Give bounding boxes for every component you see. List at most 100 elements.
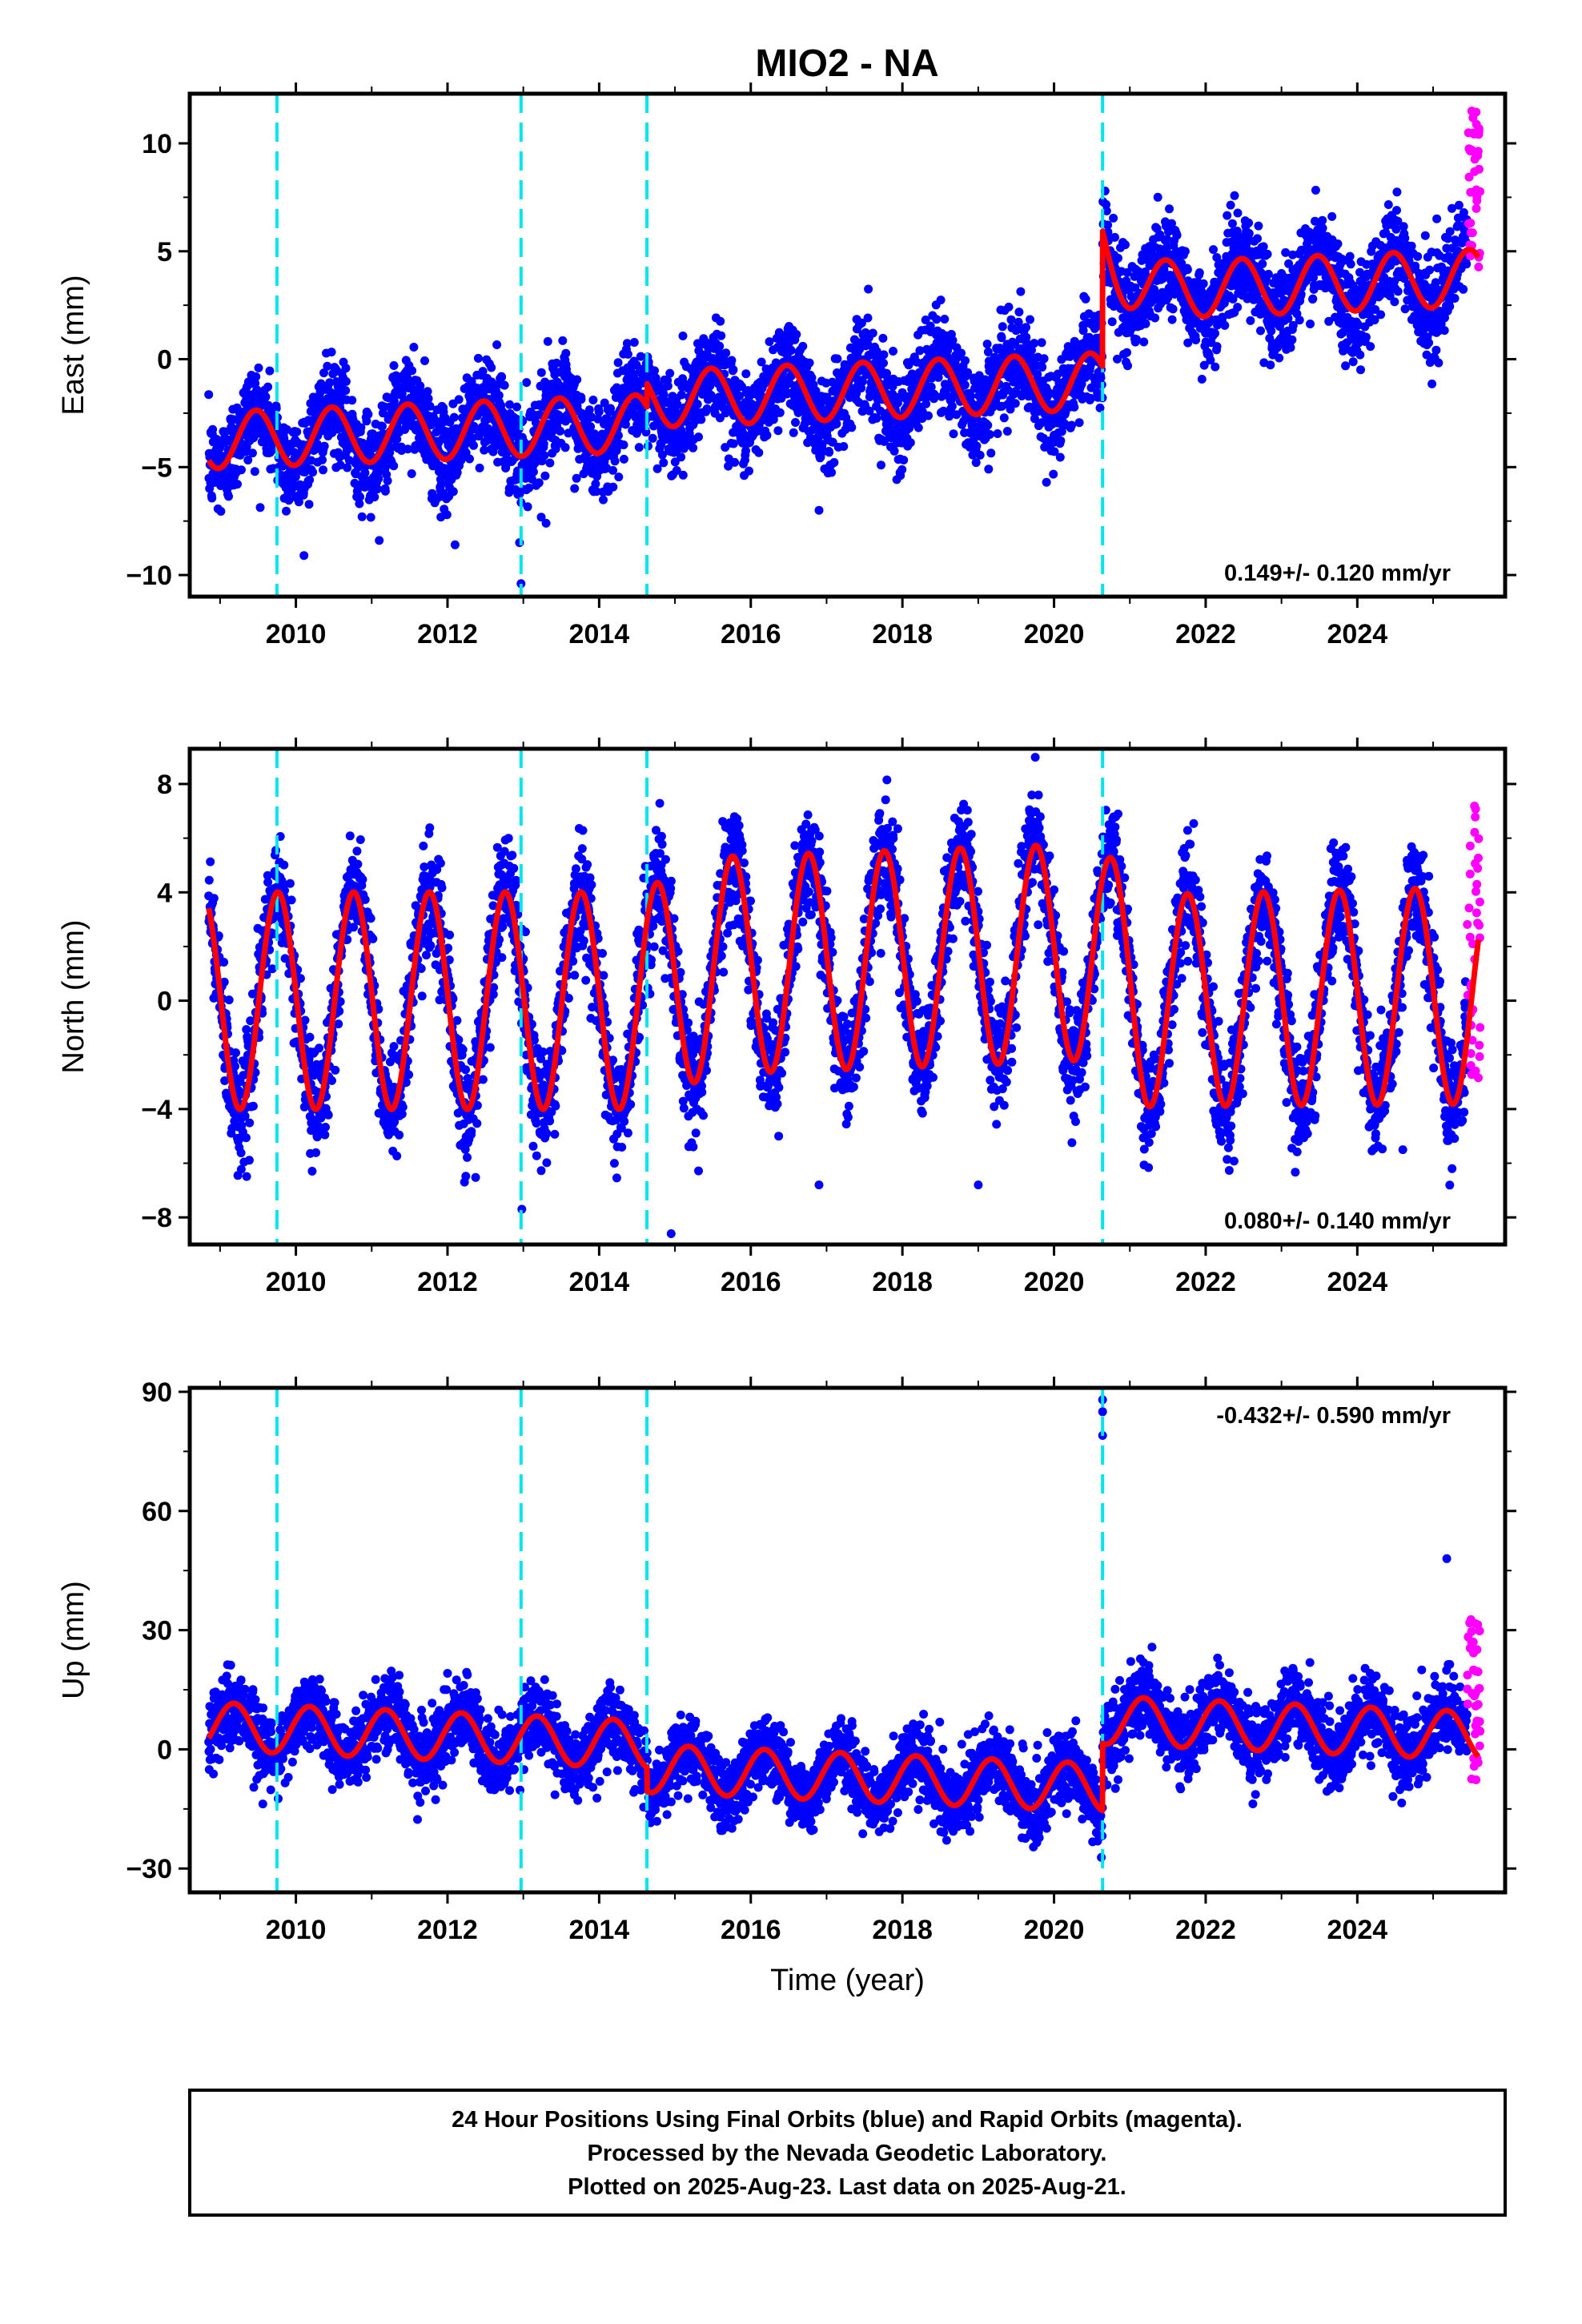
east-final-point (243, 456, 253, 464)
east-final-point (251, 372, 261, 381)
east-final-point (539, 439, 548, 448)
east-final-point (500, 380, 509, 390)
east-final-point (383, 476, 392, 485)
east-final-point (811, 386, 821, 396)
east-final-point (689, 443, 698, 452)
east-final-point (1345, 251, 1355, 261)
east-final-point (677, 426, 686, 436)
east-final-point (1308, 294, 1318, 304)
east-final-point (1258, 259, 1267, 268)
east-final-point (355, 492, 365, 501)
east-final-point (1150, 313, 1160, 323)
east-final-point (292, 427, 302, 436)
east-final-point (789, 428, 798, 437)
east-final-point (608, 482, 618, 492)
east-outlier-point (1042, 477, 1051, 487)
east-final-point (1056, 436, 1066, 445)
east-final-point (1383, 200, 1393, 209)
east-ytick-label: 0 (157, 345, 172, 376)
east-final-point (1209, 245, 1218, 255)
east-final-point (1361, 332, 1371, 342)
east-rapid-point (1475, 164, 1484, 174)
east-final-point (1055, 452, 1065, 462)
east-final-point (325, 378, 335, 388)
east-final-point (634, 443, 644, 452)
east-final-point (614, 472, 624, 482)
east-final-point (897, 464, 907, 474)
east-final-point (436, 480, 446, 489)
east-final-point (1167, 315, 1177, 324)
east-final-point (1263, 249, 1272, 259)
east-final-point (1230, 191, 1239, 200)
east-final-point (729, 439, 738, 448)
east-final-point (1267, 326, 1276, 336)
east-final-point (1244, 218, 1254, 227)
east-final-point (588, 396, 598, 404)
east-final-point (724, 461, 733, 471)
east-final-point (1244, 229, 1254, 238)
east-final-point (717, 331, 726, 340)
east-final-point (672, 466, 681, 475)
east-final-point (1002, 427, 1012, 436)
chart-title: MIO2 - NA (755, 42, 938, 85)
east-final-point (807, 373, 817, 383)
east-final-point (333, 424, 343, 434)
east-final-point (1067, 420, 1076, 430)
east-final-point (370, 493, 379, 502)
east-final-point (1211, 362, 1220, 372)
east-final-point (540, 471, 550, 480)
east-outlier-point (450, 540, 460, 549)
east-final-point (208, 424, 218, 434)
east-final-point (1454, 200, 1464, 210)
east-final-point (1123, 361, 1132, 371)
east-final-point (1233, 303, 1243, 312)
east-final-point (284, 496, 294, 505)
east-final-point (341, 364, 351, 373)
east-final-point (494, 391, 504, 400)
east-final-point (868, 328, 877, 338)
east-final-point (677, 452, 686, 462)
east-rapid-point (1469, 128, 1478, 138)
east-final-point (380, 486, 390, 496)
east-final-point (619, 454, 628, 464)
east-ytick-label: 5 (157, 237, 172, 267)
east-final-point (1434, 358, 1443, 368)
east-final-point (1022, 323, 1030, 332)
east-axis-label: East (mm) (57, 275, 90, 415)
east-final-point (1393, 287, 1403, 296)
east-final-point (805, 358, 814, 368)
east-final-point (610, 456, 620, 466)
east-final-point (263, 382, 273, 392)
east-final-point (652, 464, 662, 473)
east-final-point (469, 440, 478, 450)
east-final-point (730, 457, 740, 467)
east-final-point (715, 341, 725, 351)
east-final-point (304, 500, 314, 509)
east-final-point (403, 444, 412, 454)
east-final-point (757, 357, 766, 367)
east-final-point (561, 348, 571, 358)
east-xtick-label: 2012 (417, 619, 478, 649)
east-final-point (423, 387, 432, 396)
east-final-point (1014, 308, 1024, 317)
east-final-point (528, 467, 538, 476)
east-final-point (608, 465, 617, 475)
east-final-point (775, 408, 785, 417)
east-final-point (592, 487, 601, 497)
east-final-point (827, 468, 837, 477)
east-xtick-label: 2014 (569, 619, 630, 649)
east-final-point (536, 513, 546, 522)
east-final-point (1004, 302, 1014, 312)
east-final-point (366, 513, 375, 522)
east-final-point (1172, 231, 1182, 240)
east-final-point (1431, 345, 1441, 355)
east-final-point (1153, 192, 1162, 202)
east-final-point (957, 348, 966, 358)
east-final-point (362, 416, 371, 426)
east-final-point (1030, 339, 1039, 348)
east-final-point (829, 458, 839, 467)
east-final-point (1366, 342, 1375, 352)
east-final-point (1392, 187, 1402, 197)
east-final-point (1226, 200, 1235, 210)
east-final-point (721, 348, 731, 358)
